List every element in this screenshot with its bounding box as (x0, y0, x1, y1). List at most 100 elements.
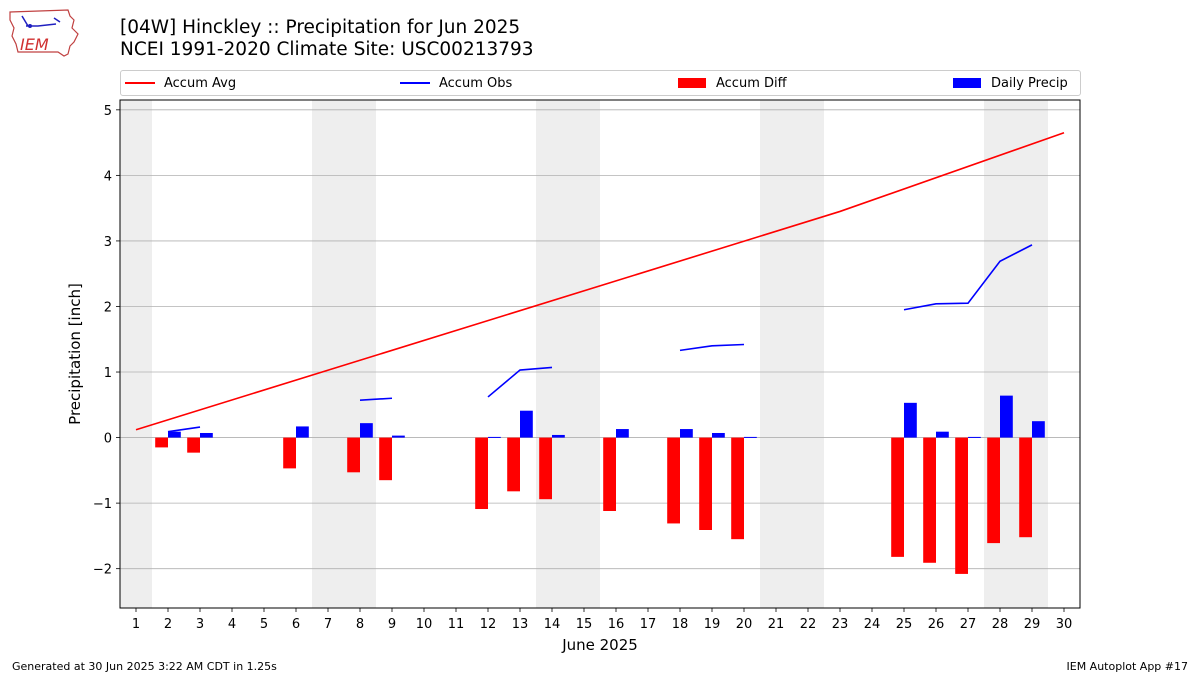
accum-diff-bar (283, 437, 296, 469)
x-tick-label: 2 (164, 617, 172, 632)
legend-swatch-daily-precip (953, 78, 981, 88)
accum-diff-bar (1019, 437, 1032, 538)
x-tick-label: 1 (132, 617, 140, 632)
daily-precip-bar (520, 410, 533, 438)
accum-diff-bar (603, 437, 616, 511)
accum-diff-bar (155, 437, 168, 448)
x-tick-label: 15 (576, 617, 593, 632)
plot-frame (119, 99, 1081, 609)
chart-subtitle: NCEI 1991-2020 Climate Site: USC00213793 (120, 39, 534, 60)
daily-precip-bar (680, 429, 693, 438)
y-tick-label: 3 (104, 235, 112, 250)
accum-diff-bar (955, 437, 968, 574)
accum-obs-line (167, 426, 201, 433)
accum-diff-bar (539, 437, 552, 500)
accum-diff-bar (667, 437, 680, 524)
daily-precip-bar (360, 423, 373, 438)
accum-diff-bar (699, 437, 712, 530)
x-tick-label: 8 (356, 617, 364, 632)
daily-precip-bar (1032, 421, 1045, 438)
x-tick-label: 29 (1024, 617, 1041, 632)
legend-swatch-accum-diff (678, 78, 706, 88)
logo-text: IEM (20, 35, 49, 54)
accum-diff-bar (379, 437, 392, 481)
chart-legend: Accum Avg Accum Obs Accum Diff Daily Pre… (120, 70, 1081, 96)
legend-label-accum-obs: Accum Obs (439, 75, 513, 91)
x-tick-label: 6 (292, 617, 300, 632)
legend-item-daily-precip: Daily Precip (953, 71, 1068, 95)
x-tick-label: 19 (704, 617, 721, 632)
x-tick-label: 11 (448, 617, 465, 632)
x-tick-label: 5 (260, 617, 268, 632)
x-tick-label: 7 (324, 617, 332, 632)
daily-precip-bar (744, 436, 757, 438)
accum-obs-line (487, 366, 553, 398)
weekend-shade-band (120, 100, 152, 608)
y-axis-label: Precipitation [inch] (66, 283, 84, 425)
x-tick-label: 27 (960, 617, 977, 632)
daily-precip-bar (488, 436, 501, 438)
accum-obs-line (903, 244, 1033, 311)
y-tick-label: 5 (104, 104, 112, 119)
y-tick-label: 1 (104, 366, 112, 381)
x-tick-label: 17 (640, 617, 657, 632)
weekend-shade-band (536, 100, 600, 608)
y-tick-label: 4 (104, 169, 112, 184)
y-tick-label: −2 (93, 563, 112, 578)
x-tick-label: 26 (928, 617, 945, 632)
daily-precip-bar (1000, 395, 1013, 438)
legend-swatch-accum-avg (125, 82, 155, 84)
x-tick-label: 24 (864, 617, 881, 632)
daily-precip-bar (200, 432, 213, 438)
footer-app-text: IEM Autoplot App #17 (1066, 660, 1189, 673)
iem-logo: IEM (9, 9, 79, 57)
daily-precip-bar (712, 432, 725, 438)
legend-item-accum-avg: Accum Avg (125, 71, 236, 95)
x-tick-label: 4 (228, 617, 236, 632)
daily-precip-bar (168, 431, 181, 438)
legend-swatch-accum-obs (400, 82, 430, 84)
accum-diff-bar (347, 437, 360, 473)
accum-diff-bar (187, 437, 200, 453)
y-tick-label: 0 (104, 432, 112, 447)
x-tick-label: 10 (416, 617, 433, 632)
x-tick-label: 16 (608, 617, 625, 632)
accum-diff-bar (923, 437, 936, 563)
daily-precip-bar (904, 402, 917, 438)
chart-title: [04W] Hinckley :: Precipitation for Jun … (120, 17, 521, 38)
x-axis-label: June 2025 (561, 636, 638, 654)
accum-diff-bar (987, 437, 1000, 544)
x-tick-label: 21 (768, 617, 785, 632)
x-tick-label: 23 (832, 617, 849, 632)
x-tick-label: 3 (196, 617, 204, 632)
legend-item-accum-obs: Accum Obs (400, 71, 512, 95)
legend-label-accum-avg: Accum Avg (164, 75, 237, 91)
x-tick-label: 20 (736, 617, 753, 632)
x-tick-label: 13 (512, 617, 529, 632)
x-tick-label: 22 (800, 617, 817, 632)
y-tick-label: −1 (93, 497, 112, 512)
x-tick-label: 25 (896, 617, 913, 632)
weekend-shade-band (760, 100, 824, 608)
daily-precip-bar (552, 434, 565, 438)
accum-diff-bar (891, 437, 904, 557)
weekend-shade-band (312, 100, 376, 608)
footer-generated-text: Generated at 30 Jun 2025 3:22 AM CDT in … (12, 660, 277, 673)
daily-precip-bar (968, 436, 981, 438)
x-tick-label: 30 (1056, 617, 1073, 632)
accum-avg-line (135, 132, 1065, 431)
accum-obs-line (359, 397, 393, 402)
daily-precip-bar (392, 435, 405, 438)
daily-precip-bar (616, 429, 629, 438)
x-tick-label: 9 (388, 617, 396, 632)
x-tick-label: 18 (672, 617, 689, 632)
accum-obs-line (679, 343, 745, 352)
x-tick-label: 12 (480, 617, 497, 632)
legend-label-daily-precip: Daily Precip (991, 75, 1068, 91)
accum-diff-bar (731, 437, 744, 540)
x-tick-label: 28 (992, 617, 1009, 632)
legend-label-accum-diff: Accum Diff (716, 75, 787, 91)
y-tick-label: 2 (104, 300, 112, 315)
legend-item-accum-diff: Accum Diff (678, 71, 787, 95)
